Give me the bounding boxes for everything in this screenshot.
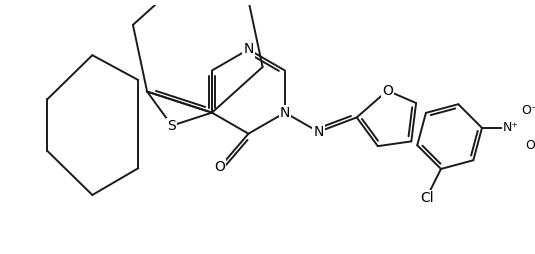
Text: N: N bbox=[280, 106, 290, 120]
Text: S: S bbox=[167, 119, 176, 133]
Text: O: O bbox=[382, 84, 393, 98]
Text: O: O bbox=[215, 160, 225, 174]
Text: O: O bbox=[525, 139, 535, 152]
Text: N: N bbox=[314, 125, 324, 139]
Text: O⁻: O⁻ bbox=[522, 104, 535, 117]
Text: Cl: Cl bbox=[420, 191, 433, 205]
Text: N: N bbox=[243, 42, 254, 56]
Text: N⁺: N⁺ bbox=[503, 121, 519, 134]
